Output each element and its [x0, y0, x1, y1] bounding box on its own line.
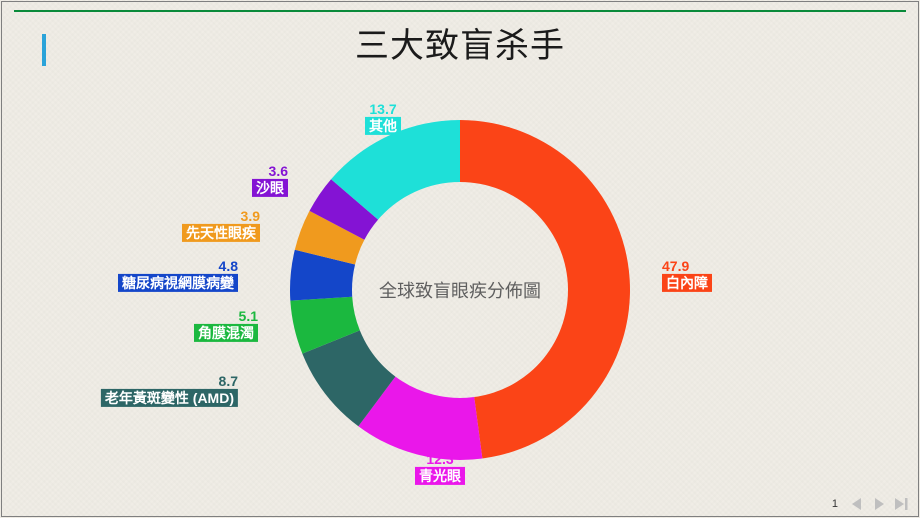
slice-name: 其他: [365, 117, 401, 135]
chart-center-label: 全球致盲眼疾分佈圖: [379, 277, 541, 303]
slice-label: 47.9白內障: [662, 258, 712, 292]
slice-value: 47.9: [662, 258, 712, 274]
slice-value: 3.6: [252, 163, 288, 179]
nav-prev[interactable]: [848, 496, 866, 512]
slice-value: 8.7: [101, 373, 238, 389]
nav-next[interactable]: [870, 496, 888, 512]
triangle-left-icon: [850, 497, 864, 511]
slice-value: 13.7: [365, 101, 401, 117]
slice-label: 8.7老年黃斑變性 (AMD): [101, 373, 238, 407]
slice-label: 3.9先天性眼疾: [182, 208, 260, 242]
slice-name: 沙眼: [252, 179, 288, 197]
slice-name: 角膜混濁: [194, 324, 258, 342]
page-number: 1: [832, 498, 838, 510]
slice-label: 12.3青光眼: [415, 451, 465, 485]
slice-label: 3.6沙眼: [252, 163, 288, 197]
slice-label: 5.1角膜混濁: [194, 308, 258, 342]
slice-value: 12.3: [415, 451, 465, 467]
triangle-right-icon: [872, 497, 886, 511]
slice-value: 3.9: [182, 208, 260, 224]
slice-name: 糖尿病視網膜病變: [118, 274, 238, 292]
slice-label: 4.8糖尿病視網膜病變: [118, 258, 238, 292]
skip-end-icon: [893, 497, 909, 511]
slice-value: 5.1: [194, 308, 258, 324]
slice-name: 先天性眼疾: [182, 224, 260, 242]
slice-name: 老年黃斑變性 (AMD): [101, 389, 238, 407]
slide-nav: 1: [832, 496, 910, 512]
nav-end[interactable]: [892, 496, 910, 512]
slice-label: 13.7其他: [365, 101, 401, 135]
slice-name: 白內障: [662, 274, 712, 292]
slice-value: 4.8: [118, 258, 238, 274]
slice-name: 青光眼: [415, 467, 465, 485]
